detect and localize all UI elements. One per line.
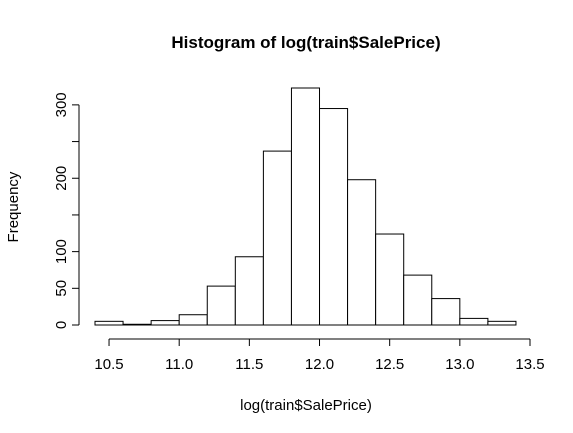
histogram-bar — [319, 108, 349, 326]
x-tick-label: 11.5 — [235, 356, 263, 373]
histogram-bar — [347, 179, 377, 326]
histogram-bars — [94, 87, 517, 326]
y-tick-label: 100 — [53, 239, 70, 264]
y-tick-label: 300 — [53, 92, 70, 117]
histogram-bar — [290, 87, 321, 326]
x-tick-label: 13.5 — [515, 356, 544, 373]
histogram-bar — [234, 256, 264, 326]
y-axis: 0 50 100 200 300 — [53, 92, 80, 329]
histogram-bar — [262, 150, 292, 326]
y-tick-label: 200 — [53, 166, 70, 191]
y-axis-title: Frequency — [5, 171, 22, 242]
x-tick-label: 11.0 — [165, 356, 193, 373]
x-tick-label: 12.0 — [305, 356, 334, 373]
y-tick-label: 50 — [53, 280, 70, 297]
x-axis: 10.5 11.0 11.5 12.0 12.5 13.0 13.5 — [94, 338, 545, 373]
x-tick-label: 10.5 — [94, 356, 123, 373]
x-tick-label: 13.0 — [445, 356, 474, 373]
x-tick-label: 12.5 — [375, 356, 404, 373]
histogram-bar — [206, 285, 236, 326]
y-tick-label: 0 — [53, 321, 70, 329]
histogram-bar — [487, 320, 517, 326]
chart-title: Histogram of log(train$SalePrice) — [171, 33, 440, 52]
histogram-bar — [403, 274, 433, 326]
histogram-bar — [178, 314, 208, 326]
histogram-bar — [122, 323, 152, 326]
x-axis-title: log(train$SalePrice) — [240, 397, 372, 414]
histogram-bar — [459, 317, 489, 326]
histogram-bar — [94, 320, 124, 326]
histogram-bar — [375, 233, 405, 326]
histogram-bar — [431, 298, 461, 326]
histogram-bar — [150, 320, 180, 326]
